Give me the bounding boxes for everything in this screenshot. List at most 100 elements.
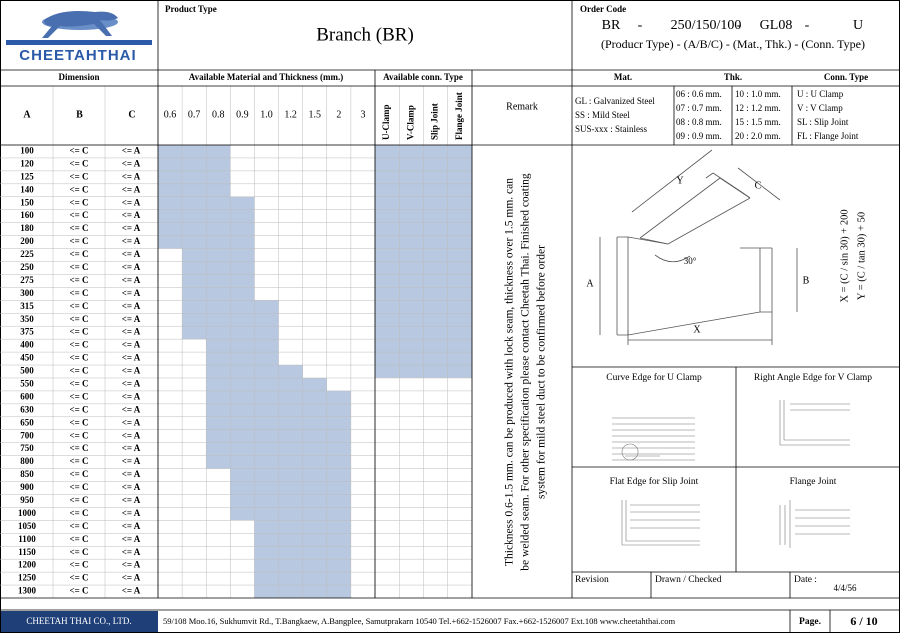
dim-c: <= A — [122, 391, 141, 401]
available-cell — [158, 222, 183, 236]
available-cell — [302, 520, 327, 534]
available-cell — [302, 533, 327, 547]
dim-b: <= C — [69, 366, 88, 376]
drawn-label: Drawn / Checked — [655, 575, 722, 585]
drawing-line — [599, 237, 798, 345]
dim-c: <= A — [122, 573, 141, 583]
available-cell — [182, 196, 207, 210]
dim-c: <= A — [122, 560, 141, 570]
available-cell — [326, 403, 351, 417]
available-cell — [302, 468, 327, 482]
available-cell — [254, 520, 279, 534]
available-cell — [206, 429, 231, 443]
dim-b: <= C — [69, 534, 88, 544]
thickness-header: 1.2 — [284, 109, 297, 120]
available-cell — [302, 455, 327, 469]
available-cell — [278, 559, 303, 573]
dim-c: <= A — [122, 249, 141, 259]
mat-code: SUS-xxx : Stainless — [575, 124, 648, 134]
date-label: Date : — [794, 575, 817, 585]
drawing-line — [705, 172, 751, 199]
available-cell — [302, 403, 327, 417]
thickness-header: 1.0 — [260, 109, 273, 120]
available-cell — [230, 403, 255, 417]
revision-label: Revision — [575, 575, 609, 585]
edge-title: Right Angle Edge for V Clamp — [754, 372, 872, 383]
available-cell — [302, 494, 327, 508]
dim-a: 100 — [20, 146, 34, 156]
available-cell — [230, 390, 255, 404]
dim-c: <= A — [122, 301, 141, 311]
dim-b: <= C — [69, 456, 88, 466]
dim-c: <= A — [122, 534, 141, 544]
available-cell — [302, 429, 327, 443]
company: CHEETAH THAI CO., LTD. — [26, 616, 131, 626]
dim-b: <= C — [69, 210, 88, 220]
spec-header: Conn. Type — [824, 72, 868, 82]
available-cell — [206, 196, 231, 210]
available-cell — [278, 572, 303, 586]
dim-c: <= A — [122, 430, 141, 440]
available-cell — [254, 533, 279, 547]
available-cell — [302, 416, 327, 430]
available-cell — [182, 313, 207, 327]
available-cell — [278, 494, 303, 508]
available-cell — [278, 546, 303, 560]
dim-a: 160 — [20, 210, 34, 220]
dim-a: 950 — [20, 495, 34, 505]
thk-code: 06 : 0.6 mm. — [676, 89, 722, 99]
thickness-header: 0.7 — [188, 109, 201, 120]
available-cell — [326, 429, 351, 443]
dim-b: <= C — [69, 391, 88, 401]
dim-b: <= C — [69, 301, 88, 311]
available-cell — [278, 416, 303, 430]
dim-a: 750 — [20, 443, 34, 453]
available-cell — [230, 274, 255, 288]
edge-line — [779, 400, 850, 446]
available-cell — [326, 442, 351, 456]
dim-a: 150 — [20, 197, 34, 207]
dim-c: <= A — [122, 366, 141, 376]
thickness-header: 3 — [360, 109, 365, 120]
available-cell — [206, 416, 231, 430]
dim-a: 375 — [20, 327, 34, 337]
drawing-line — [631, 149, 781, 213]
available-cell — [182, 157, 207, 171]
dim-c: <= A — [122, 469, 141, 479]
dim-a: 225 — [20, 249, 34, 259]
available-cell — [182, 209, 207, 223]
available-cell — [182, 261, 207, 275]
available-cell — [302, 559, 327, 573]
available-cell — [254, 442, 279, 456]
available-cell — [230, 377, 255, 391]
available-cell — [254, 572, 279, 586]
available-cell — [254, 339, 279, 353]
dim-label: A — [586, 278, 594, 289]
dim-b: <= C — [69, 158, 88, 168]
order-code-part: GL08 — [760, 18, 793, 33]
available-cell — [326, 494, 351, 508]
column-header: A — [23, 109, 31, 120]
dim-a: 125 — [20, 171, 34, 181]
dim-a: 300 — [20, 288, 34, 298]
available-cell — [230, 416, 255, 430]
logo — [6, 11, 152, 45]
thk-code: 08 : 0.8 mm. — [676, 117, 722, 127]
dim-c: <= A — [122, 495, 141, 505]
dim-b: <= C — [69, 495, 88, 505]
available-cell — [206, 313, 231, 327]
dim-b: <= C — [69, 508, 88, 518]
thickness-header: 0.6 — [164, 109, 177, 120]
dim-b: <= C — [69, 146, 88, 156]
available-cell — [326, 533, 351, 547]
dim-c: <= A — [122, 314, 141, 324]
available-cell — [230, 442, 255, 456]
header: Available Material and Thickness (mm.) — [189, 72, 343, 82]
available-cell — [302, 390, 327, 404]
thk-code: 15 : 1.5 mm. — [735, 117, 781, 127]
available-cell — [230, 287, 255, 301]
dim-a: 180 — [20, 223, 34, 233]
available-cell — [278, 533, 303, 547]
dim-b: <= C — [69, 288, 88, 298]
